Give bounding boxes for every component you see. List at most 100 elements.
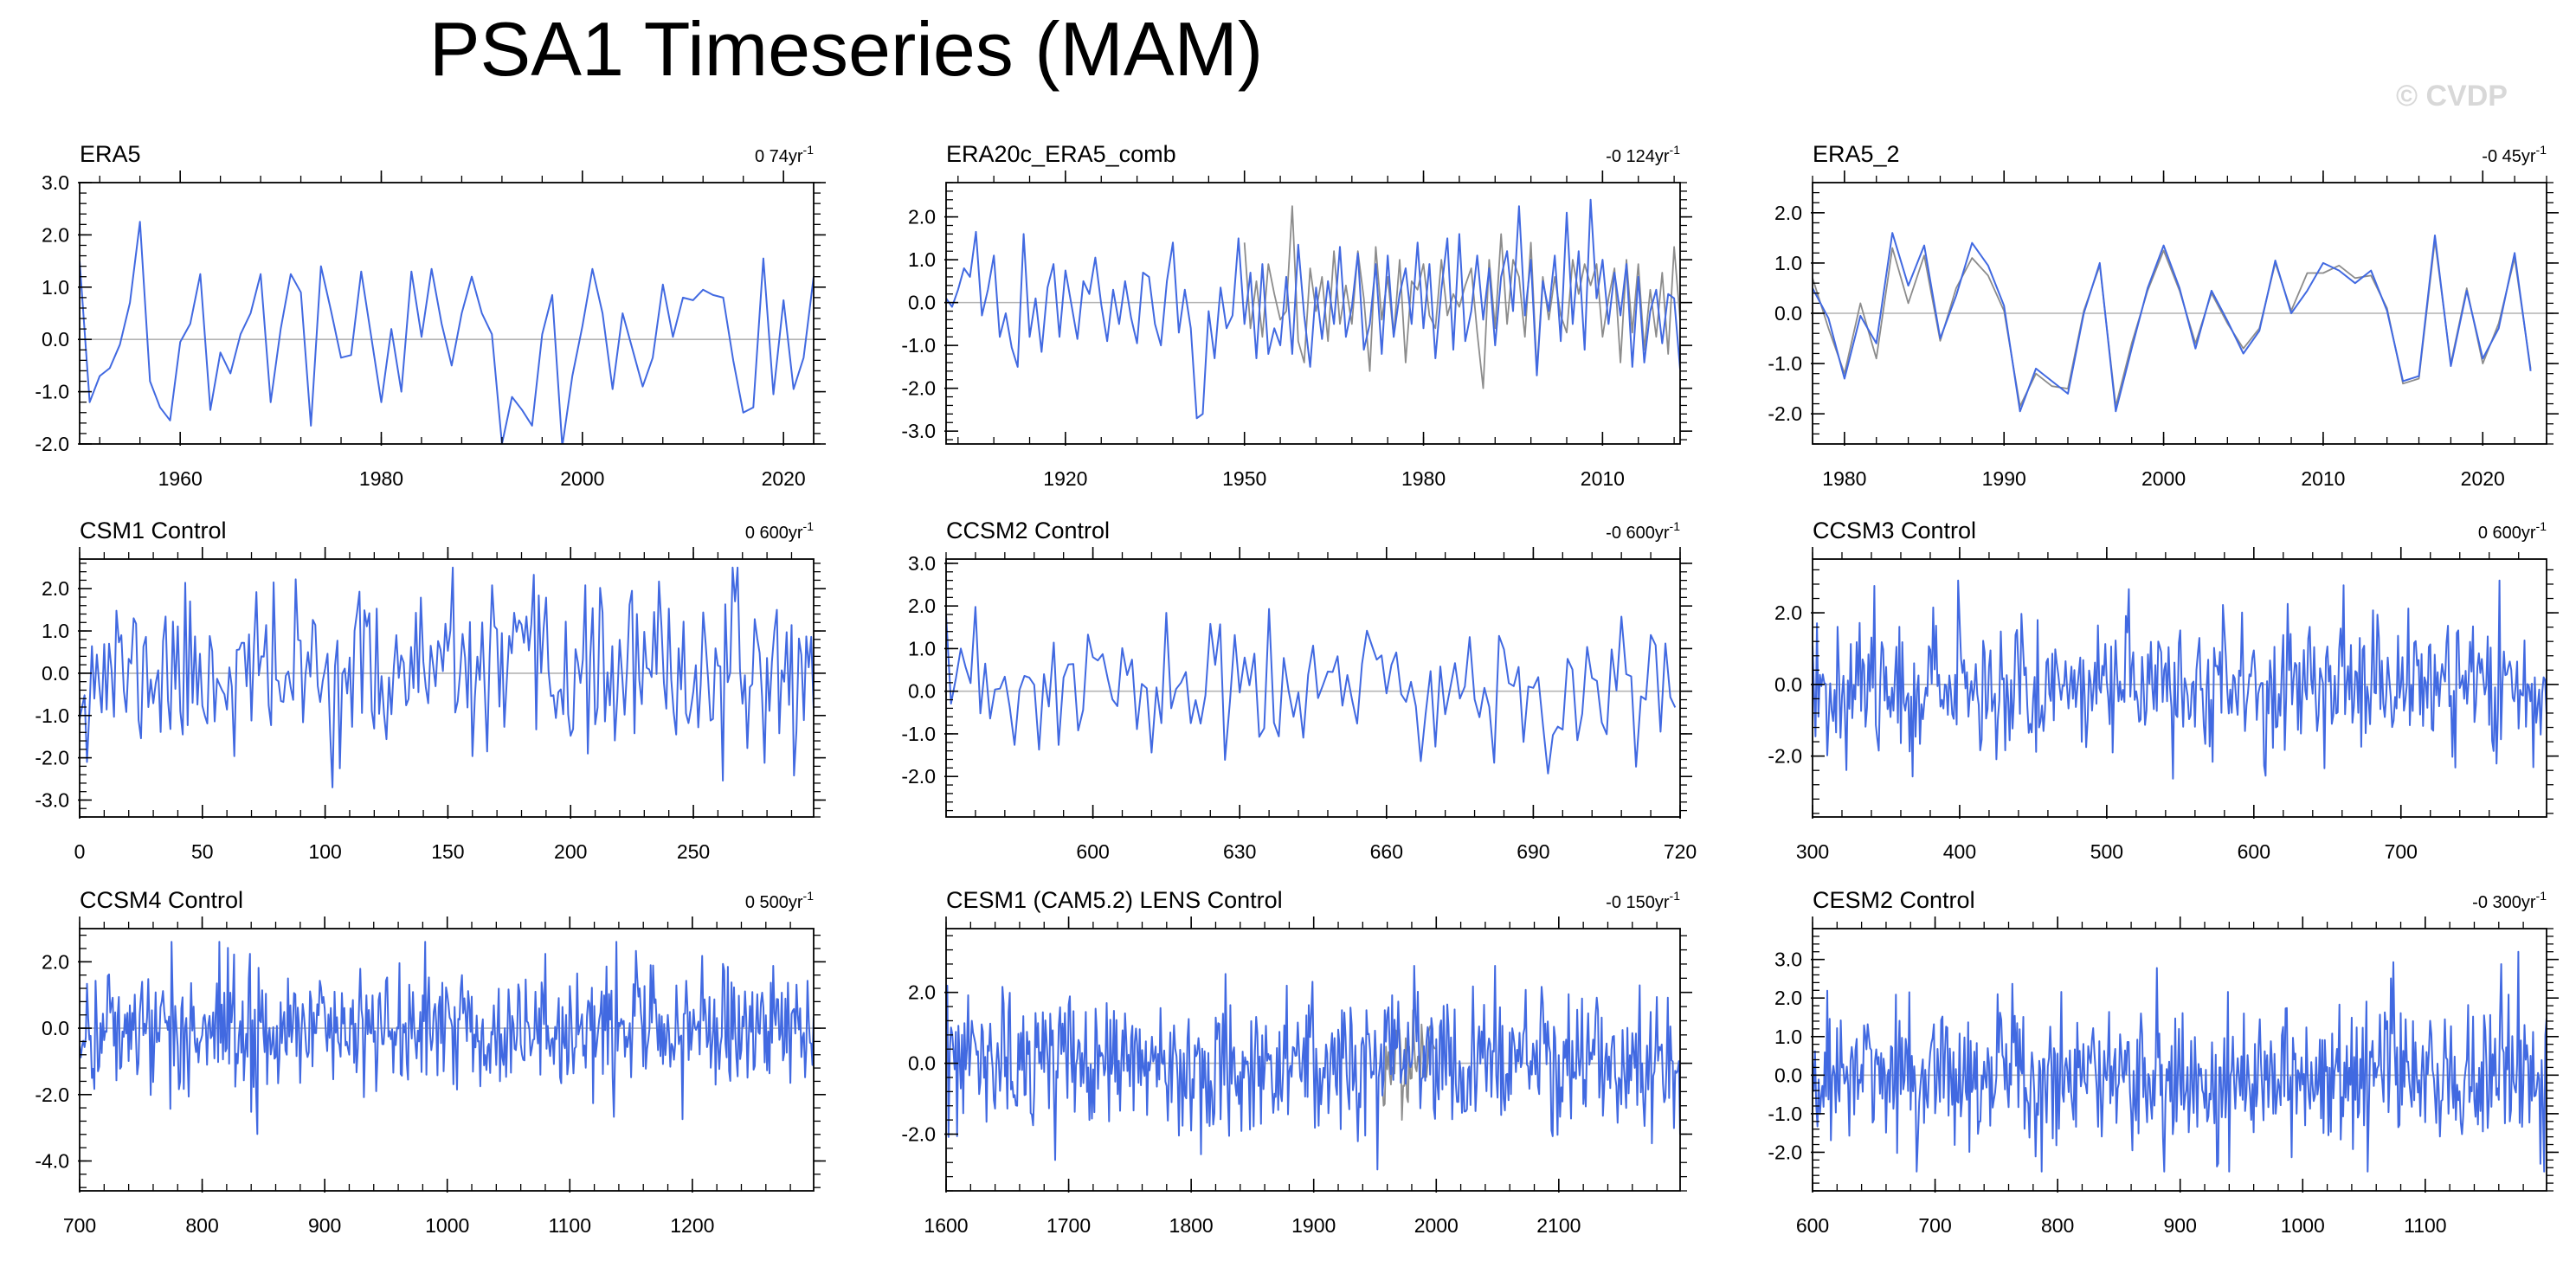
trend-label: -0 300yr-1 (2472, 889, 2547, 912)
y-tick-label: -1.0 (901, 723, 936, 745)
panel-8: CESM1 (CAM5.2) LENS Control -0 150yr-1 2.0… (901, 887, 1692, 1237)
series-line-1 (80, 566, 814, 788)
y-tick-label: 0.0 (1774, 673, 1802, 696)
x-tick-label: 660 (1370, 840, 1403, 863)
figure-title: PSA1 Timeseries (MAM) (428, 6, 1264, 92)
y-tick-label: 0.0 (908, 292, 936, 314)
y-tick-label: -3.0 (901, 420, 936, 442)
x-tick-label: 700 (1918, 1214, 1951, 1237)
y-tick-label: -2.0 (35, 433, 69, 455)
x-tick-label: 1000 (2281, 1214, 2325, 1237)
trend-label: -0 124yr-1 (1606, 143, 1680, 166)
y-tick-label: 0.0 (1774, 302, 1802, 325)
x-tick-label: 1990 (1982, 467, 2026, 490)
panel-title: CCSM4 Control (80, 887, 243, 913)
y-tick-label: -2.0 (901, 1122, 936, 1145)
panel-6: CCSM3 Control 0 600yr-1 2.0 0.0 -2.0 300 400 50… (1768, 518, 2559, 863)
x-tick-label: 1980 (359, 467, 403, 490)
panel-title: ERA5_2 (1813, 141, 1900, 167)
panel-title: CSM1 Control (80, 518, 227, 543)
y-tick-label: 2.0 (1774, 987, 1802, 1009)
cvdp-watermark: © CVDP (2396, 80, 2508, 113)
x-tick-label: 1000 (425, 1214, 469, 1237)
y-tick-label: -1.0 (1768, 352, 1802, 375)
series-line-1 (946, 965, 1680, 1171)
x-tick-label: 1900 (1291, 1214, 1336, 1237)
y-tick-label: 2.0 (42, 223, 69, 246)
panel-9: CESM2 Control -0 300yr-1 3.0 2.0 1.0 0.0 -1.0 -… (1768, 887, 2559, 1237)
panel-title: CCSM3 Control (1813, 518, 1976, 543)
y-tick-label: 1.0 (908, 637, 936, 659)
x-tick-label: 1960 (158, 467, 203, 490)
x-tick-label: 2000 (2141, 467, 2186, 490)
x-tick-label: 700 (63, 1214, 96, 1237)
x-tick-label: 630 (1223, 840, 1256, 863)
y-tick-label: -1.0 (35, 381, 69, 403)
x-tick-label: 1980 (1822, 467, 1866, 490)
y-tick-label: -2.0 (1768, 402, 1802, 425)
trend-label: 0 600yr-1 (745, 519, 814, 543)
y-tick-label: 2.0 (908, 595, 936, 617)
panel-title: ERA20c_ERA5_comb (946, 141, 1176, 167)
y-tick-label: -1.0 (35, 704, 69, 727)
panel-2: ERA20c_ERA5_comb -0 124yr-1 2.0 1.0 0.0 -1.0 -… (901, 141, 1692, 490)
x-tick-label: 1600 (924, 1214, 968, 1237)
series-line-1 (80, 941, 814, 1135)
x-tick-label: 2020 (762, 467, 806, 490)
x-tick-label: 1200 (670, 1214, 714, 1237)
series-line-2 (1813, 239, 2532, 408)
x-tick-label: 2020 (2461, 467, 2505, 490)
x-tick-label: 600 (2238, 840, 2270, 863)
x-tick-label: 1100 (549, 1214, 591, 1237)
trend-label: -0 600yr-1 (1606, 519, 1680, 543)
x-tick-label: 900 (308, 1214, 341, 1237)
x-tick-label: 1920 (1043, 467, 1087, 490)
panel-title: CESM2 Control (1813, 887, 1975, 913)
y-tick-label: -1.0 (1768, 1103, 1802, 1125)
y-tick-label: 0.0 (908, 1052, 936, 1075)
y-tick-label: 2.0 (908, 206, 936, 228)
y-tick-label: -2.0 (901, 765, 936, 788)
series-line-1 (80, 221, 814, 444)
y-tick-label: 1.0 (1774, 252, 1802, 274)
y-tick-label: 3.0 (42, 171, 69, 194)
y-tick-label: 1.0 (42, 276, 69, 299)
y-tick-label: 0.0 (42, 1017, 69, 1039)
x-tick-label: 150 (431, 840, 464, 863)
x-tick-label: 500 (2090, 840, 2123, 863)
series-line-1 (1813, 579, 2547, 780)
y-tick-label: -2.0 (35, 747, 69, 769)
panel-7: CCSM4 Control 0 500yr-1 2.0 0.0 -2.0 -4.0 700 8… (35, 887, 826, 1237)
x-tick-label: 1950 (1222, 467, 1266, 490)
x-tick-label: 800 (2041, 1214, 2074, 1237)
plot-frame (945, 558, 1681, 818)
y-tick-label: -2.0 (1768, 745, 1802, 768)
y-tick-label: 3.0 (908, 552, 936, 575)
x-tick-label: 50 (191, 840, 214, 863)
x-tick-label: 1800 (1169, 1214, 1214, 1237)
panel-4: CSM1 Control 0 600yr-1 2.0 1.0 0.0 -1.0 -2.0 -3… (35, 518, 826, 863)
panel-1: ERA5 0 74yr-1 3.0 2.0 1.0 0.0 -1.0 -2.0 1960 1980… (35, 141, 826, 490)
trend-label: 0 500yr-1 (745, 889, 814, 912)
x-tick-label: 1700 (1046, 1214, 1091, 1237)
x-tick-label: 0 (74, 840, 86, 863)
y-tick-label: 1.0 (42, 620, 69, 642)
x-tick-label: 800 (185, 1214, 218, 1237)
y-tick-label: 0.0 (908, 680, 936, 703)
panel-title: CCSM2 Control (946, 518, 1110, 543)
series-line-1 (1813, 232, 2532, 413)
x-tick-label: 720 (1664, 840, 1697, 863)
x-tick-label: 900 (2164, 1214, 2197, 1237)
panel-title: ERA5 (80, 141, 141, 167)
x-tick-label: 600 (1796, 1214, 1829, 1237)
plot-frame (1812, 558, 2547, 818)
x-tick-label: 2010 (2301, 467, 2345, 490)
y-tick-label: 0.0 (42, 328, 69, 351)
x-tick-label: 100 (308, 840, 341, 863)
x-tick-label: 2010 (1581, 467, 1625, 490)
y-tick-label: -3.0 (35, 788, 69, 811)
series-line-1 (946, 606, 1677, 775)
x-tick-label: 200 (554, 840, 587, 863)
x-tick-label: 300 (1796, 840, 1829, 863)
plot-frame (79, 558, 815, 818)
